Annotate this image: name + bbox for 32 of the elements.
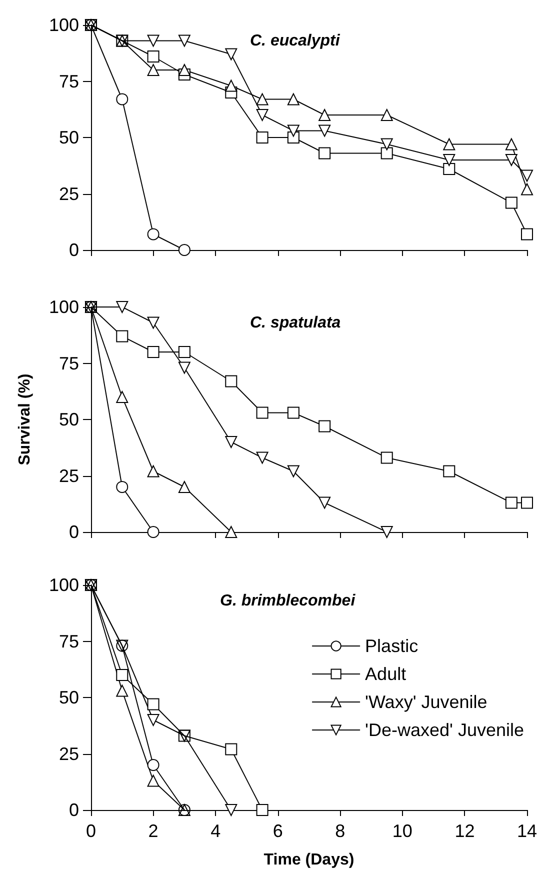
y-tick-label: 75 <box>58 631 79 652</box>
legend-label: Adult <box>365 664 406 684</box>
y-tick-label: 100 <box>48 297 79 317</box>
chart-title: C. spatulata <box>250 314 341 332</box>
chart-title: G. brimblecombei <box>220 592 356 610</box>
x-tick-label: 8 <box>335 821 346 841</box>
y-tick-label: 25 <box>58 744 79 764</box>
y-tick-label: 100 <box>48 575 79 595</box>
x-tick-label: 4 <box>210 821 221 841</box>
legend-label: 'De-waxed' Juvenile <box>365 720 524 740</box>
y-tick-label: 0 <box>68 240 79 260</box>
y-tick-label: 50 <box>58 128 79 148</box>
y-tick-label: 0 <box>68 522 79 542</box>
y-tick-label: 25 <box>58 184 79 204</box>
y-axis-title: Survival (%) <box>16 374 34 466</box>
legend-label: Plastic <box>365 636 418 656</box>
x-tick-label: 2 <box>148 821 158 841</box>
x-tick-label: 10 <box>392 821 412 841</box>
y-tick-label: 75 <box>58 71 79 92</box>
y-tick-label: 50 <box>58 410 79 430</box>
y-tick-label: 75 <box>58 353 79 374</box>
x-tick-label: 12 <box>454 821 475 841</box>
legend-label: 'Waxy' Juvenile <box>365 692 488 712</box>
y-tick-label: 100 <box>48 15 79 35</box>
x-tick-label: 6 <box>272 821 283 841</box>
x-tick-label: 0 <box>86 821 96 841</box>
y-tick-label: 25 <box>58 466 79 486</box>
x-tick-label: 14 <box>516 821 538 841</box>
y-tick-label: 0 <box>68 800 79 820</box>
chart-title: C. eucalypti <box>250 32 340 50</box>
y-tick-label: 50 <box>58 688 79 708</box>
x-axis-title: Time (Days) <box>264 852 354 868</box>
